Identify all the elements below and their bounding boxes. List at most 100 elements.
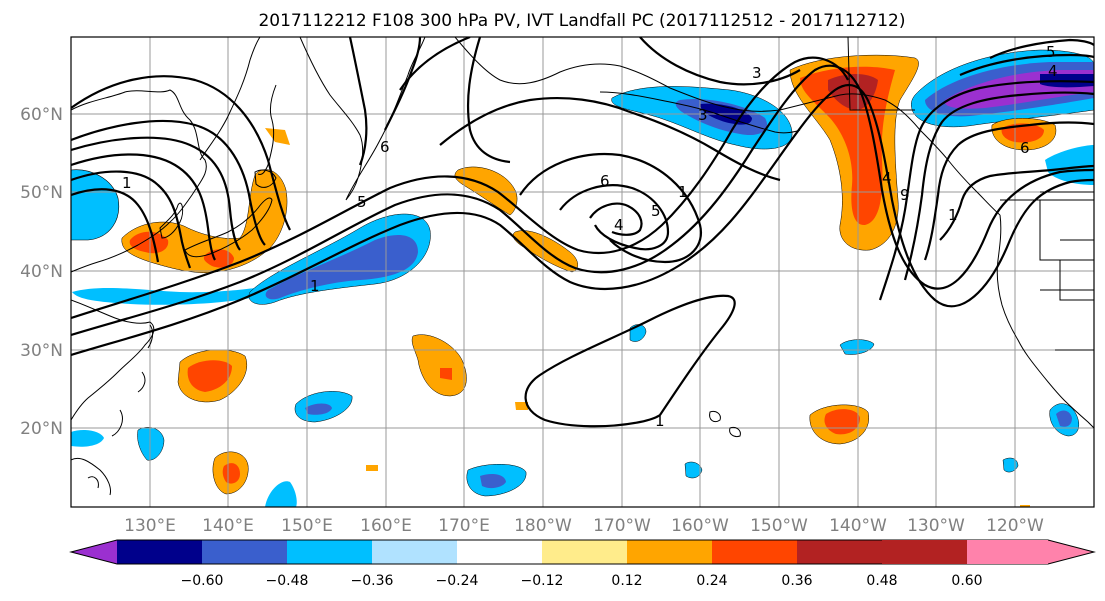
contour-line (959, 53, 1094, 77)
colorbar-swatch (712, 540, 797, 564)
anomaly-blob (480, 474, 506, 489)
colorbar-extra-swatches (882, 540, 1048, 564)
contour-line (71, 56, 849, 320)
anomaly-blob (1056, 410, 1072, 427)
latitude-labels: 60°N 50°N 40°N 30°N 20°N (20, 105, 63, 439)
state-boundaries (1000, 191, 1094, 351)
anomaly-blob (515, 402, 528, 410)
contour-line (71, 188, 160, 263)
contour-line (71, 170, 192, 269)
lon-label: 150°E (281, 516, 333, 536)
colorbar-tick-label: −0.48 (266, 573, 309, 589)
contour-line (939, 164, 1094, 241)
anomaly-blob (222, 463, 240, 484)
colorbar-swatch (457, 540, 542, 564)
coastline-china (71, 299, 155, 421)
coastline-japan-honshu (184, 197, 273, 258)
lat-label: 40°N (20, 262, 63, 282)
colorbar-tick-label: −0.24 (436, 573, 479, 589)
anomaly-blob (71, 430, 104, 447)
contour-line (524, 294, 736, 428)
contour-label: 6 (1020, 139, 1030, 157)
contour-line (399, 37, 471, 91)
colorbar-swatch (542, 540, 627, 564)
colorbar-tick-label: 0.36 (781, 573, 812, 589)
coastline-philippines (71, 457, 111, 496)
anomaly-blob (129, 231, 169, 254)
contour-label: 4 (614, 216, 624, 234)
contour-label: 9 (900, 186, 910, 204)
colorbar-swatch (372, 540, 457, 564)
colorbar-swatch (202, 540, 287, 564)
lon-label: 140°W (829, 516, 887, 536)
lon-label: 160°E (360, 516, 412, 536)
contour-label: 1 (655, 412, 665, 430)
lon-label: 150°W (750, 516, 808, 536)
colorbar-tick-label: −0.12 (521, 573, 564, 589)
anomaly-blob (265, 481, 297, 507)
colorbar-outline (69, 539, 1096, 565)
contour-label: 1 (948, 206, 958, 224)
contour-line (439, 96, 781, 182)
colorbar-tick-label: 0.24 (696, 573, 727, 589)
figure-title: 2017112212 F108 300 hPa PV, IVT Landfall… (258, 11, 905, 31)
anomaly-blob (305, 403, 332, 415)
lon-label: 170°W (593, 516, 651, 536)
colorbar-tick-label: 0.60 (951, 573, 982, 589)
coastline-okhotsk (199, 37, 261, 161)
lon-label: 170°E (438, 516, 490, 536)
colorbar: −0.60 −0.48 −0.36 −0.24 −0.12 0.12 0.24 … (69, 539, 1096, 589)
lon-label: 160°W (671, 516, 729, 536)
pv-contours (71, 37, 1094, 428)
contour-label: 3 (752, 64, 762, 82)
coastline-north-america-west (996, 214, 1094, 429)
colorbar-tick-label: −0.36 (351, 573, 394, 589)
contour-line (639, 37, 801, 86)
shaded-anomalies (71, 49, 1094, 507)
contour-label: 4 (1048, 62, 1058, 80)
contour-label: 1 (122, 174, 132, 192)
colorbar-swatch (627, 540, 712, 564)
coastline-korea (159, 202, 184, 239)
colorbar-swatch (287, 540, 372, 564)
colorbar-swatch (967, 540, 1048, 564)
anomaly-blob (839, 339, 875, 355)
contour-label: 6 (600, 172, 610, 190)
colorbar-swatch (882, 540, 967, 564)
contour-label: 5 (651, 202, 661, 220)
contour-line (589, 202, 643, 236)
anomaly-blob (366, 465, 378, 471)
anomaly-blob (1045, 145, 1094, 185)
anomaly-blob (828, 74, 878, 110)
colorbar-tick-label: 0.48 (866, 573, 897, 589)
contour-line (903, 91, 1094, 281)
contour-label: 1 (678, 183, 688, 201)
anomaly-blob (684, 461, 703, 479)
map-layer (71, 37, 1094, 507)
colorbar-extend-high (1048, 540, 1094, 564)
contour-line (384, 37, 422, 131)
boundary-alaska-canada (847, 37, 915, 111)
state-boundaries (1039, 200, 1094, 301)
lon-label: 130°E (124, 516, 176, 536)
colorbar-swatch (117, 540, 202, 564)
contour-label: 6 (380, 138, 390, 156)
contour-line (71, 64, 1094, 337)
coastline-alaska-west (454, 37, 781, 112)
contour-line (923, 121, 1094, 261)
anomaly-blob (187, 360, 232, 392)
contour-label: 5 (1046, 43, 1056, 61)
contour-line (71, 83, 1094, 357)
coastline-hokkaido (254, 169, 277, 188)
contour-line (519, 153, 703, 264)
anomaly-blob (265, 128, 290, 145)
colorbar-extend-low (71, 540, 117, 564)
contour-line (71, 136, 241, 251)
contour-line (466, 37, 511, 164)
coastline-sakhalin (257, 84, 277, 175)
contour-line (71, 119, 266, 246)
contour-label: 5 (357, 193, 367, 211)
anomaly-blob (71, 169, 120, 241)
coastline-asia (71, 89, 207, 273)
